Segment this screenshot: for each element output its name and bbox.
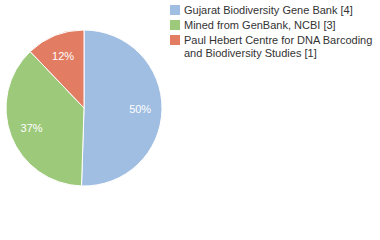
legend-label: Mined from GenBank, NCBI [3]	[184, 19, 336, 31]
data-label: 50%	[129, 103, 151, 115]
legend-swatch	[170, 35, 180, 45]
legend-label-line: Mined from GenBank, NCBI [3]	[184, 19, 336, 31]
legend-swatch	[170, 20, 180, 30]
legend-label-line: Gujarat Biodiversity Gene Bank [4]	[184, 4, 353, 16]
legend-item: Paul Hebert Centre for DNA Barcodingand …	[170, 34, 372, 59]
pie-slice	[82, 30, 162, 186]
legend-swatch	[170, 5, 180, 15]
legend-label: Gujarat Biodiversity Gene Bank [4]	[184, 4, 353, 16]
chart: 50% 37% 12% Gujarat Biodiversity Gene Bank …	[0, 0, 380, 240]
legend-item: Gujarat Biodiversity Gene Bank [4]	[170, 4, 353, 16]
data-labels: 50% 37% 12%	[21, 50, 152, 134]
pie	[6, 30, 162, 186]
legend: Gujarat Biodiversity Gene Bank [4] Mined …	[170, 4, 372, 59]
data-label: 12%	[52, 50, 74, 62]
pie-slice	[30, 30, 84, 108]
legend-label-line: and Biodiversity Studies [1]	[184, 47, 317, 59]
data-label: 37%	[21, 122, 43, 134]
legend-label: Paul Hebert Centre for DNA Barcodingand …	[184, 34, 372, 59]
legend-item: Mined from GenBank, NCBI [3]	[170, 19, 336, 31]
legend-label-line: Paul Hebert Centre for DNA Barcoding	[184, 34, 372, 46]
